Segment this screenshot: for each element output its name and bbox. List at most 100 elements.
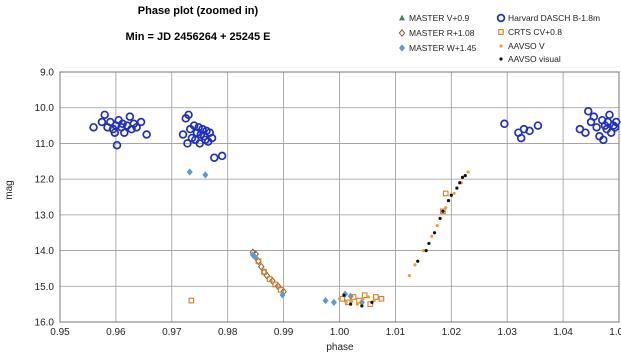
data-point [581, 128, 590, 137]
data-point [605, 110, 614, 120]
x-tick-label: 0.96 [106, 327, 126, 338]
data-point [444, 206, 448, 210]
data-point [407, 273, 411, 278]
data-point [449, 193, 453, 197]
data-point [277, 287, 284, 293]
data-point [424, 248, 428, 253]
data-point [132, 123, 141, 132]
data-point [100, 110, 109, 120]
y-tick-label: 11.0 [35, 139, 54, 150]
data-point [455, 186, 459, 190]
data-point [366, 295, 371, 299]
y-tick-label: 15.0 [35, 282, 55, 293]
data-point [446, 198, 451, 203]
data-point [97, 117, 107, 127]
x-tick-label: 1.04 [553, 327, 573, 338]
series-3 [89, 107, 621, 162]
data-point [610, 123, 620, 132]
legend-marker [498, 29, 504, 35]
y-tick-label: 16.0 [35, 318, 55, 329]
data-point [416, 259, 420, 263]
chart-subtitle: Min = JD 2456264 + 25245 E [126, 31, 271, 43]
legend-label: MASTER V+0.9 [409, 13, 470, 23]
data-point [255, 258, 262, 265]
data-point [186, 168, 193, 176]
data-marks [89, 107, 621, 308]
legend-label: Harvard DASCH B-1.8m [508, 13, 600, 23]
data-point [589, 112, 599, 121]
data-point [458, 181, 462, 185]
data-point [249, 251, 256, 259]
y-tick-label: 13.0 [35, 210, 55, 221]
data-point [432, 231, 437, 235]
data-point [350, 299, 354, 303]
data-point [189, 121, 199, 130]
data-point [112, 140, 122, 150]
data-point [442, 190, 449, 197]
data-point [349, 302, 353, 306]
data-point [337, 297, 342, 301]
data-point [438, 216, 442, 221]
y-axis-ticks: 9.0 10.0 11.0 12.0 13.0 14.0 15.0 16.0 [35, 68, 55, 329]
data-point [440, 208, 446, 215]
x-tick-label: 0.95 [50, 327, 70, 338]
data-point [413, 263, 417, 267]
data-point [427, 241, 431, 246]
data-point [136, 117, 146, 127]
y-tick-label: 14.0 [35, 246, 55, 257]
data-point [118, 119, 127, 129]
x-tick-label: 1.03 [497, 327, 517, 338]
data-point [344, 300, 348, 304]
legend: MASTER V+0.9 MASTER R+1.08 MASTER W+1.45 Ha… [398, 13, 600, 64]
data-point [210, 153, 219, 162]
data-point [370, 300, 374, 304]
legend-marker [399, 44, 405, 52]
data-point [350, 294, 357, 300]
data-point [599, 135, 608, 145]
x-tick-label: 1.01 [386, 327, 406, 338]
data-point [178, 130, 188, 139]
data-point [421, 248, 425, 253]
data-point [361, 292, 368, 299]
data-point [361, 297, 365, 301]
chart-title: Phase plot (zoomed in) [138, 5, 259, 17]
data-point [516, 133, 526, 143]
data-point [356, 297, 362, 304]
data-point [592, 123, 601, 132]
data-point [372, 294, 379, 300]
data-point [525, 126, 534, 136]
data-point [430, 234, 434, 238]
data-point [279, 291, 286, 299]
data-point [441, 209, 445, 213]
data-point [142, 130, 151, 139]
y-tick-label: 9.0 [40, 68, 54, 79]
legend-marker [398, 29, 406, 37]
data-point [584, 107, 593, 116]
x-tick-label: 0.99 [274, 327, 294, 338]
data-point [261, 269, 267, 275]
data-point [255, 257, 262, 266]
legend-label: CRTS CV+0.8 [508, 27, 562, 37]
data-point [188, 297, 195, 304]
data-point [266, 276, 273, 282]
legend-label: MASTER W+1.45 [409, 43, 477, 53]
data-point [466, 170, 470, 174]
data-point [463, 173, 467, 178]
plot-area [59, 71, 620, 323]
data-point [500, 119, 509, 129]
legend-marker [496, 13, 506, 23]
legend-marker [399, 14, 405, 21]
series-6 [342, 173, 467, 308]
x-tick-label: 1.05 [609, 327, 621, 338]
y-tick-label: 12.0 [35, 175, 55, 186]
legend-label: AAVSO V [508, 41, 545, 51]
data-point [372, 298, 376, 303]
x-tick-label: 0.97 [162, 327, 182, 338]
data-point [89, 123, 98, 132]
data-point [533, 121, 543, 130]
series-5 [337, 170, 470, 306]
data-point [367, 301, 374, 307]
data-point [183, 139, 192, 148]
